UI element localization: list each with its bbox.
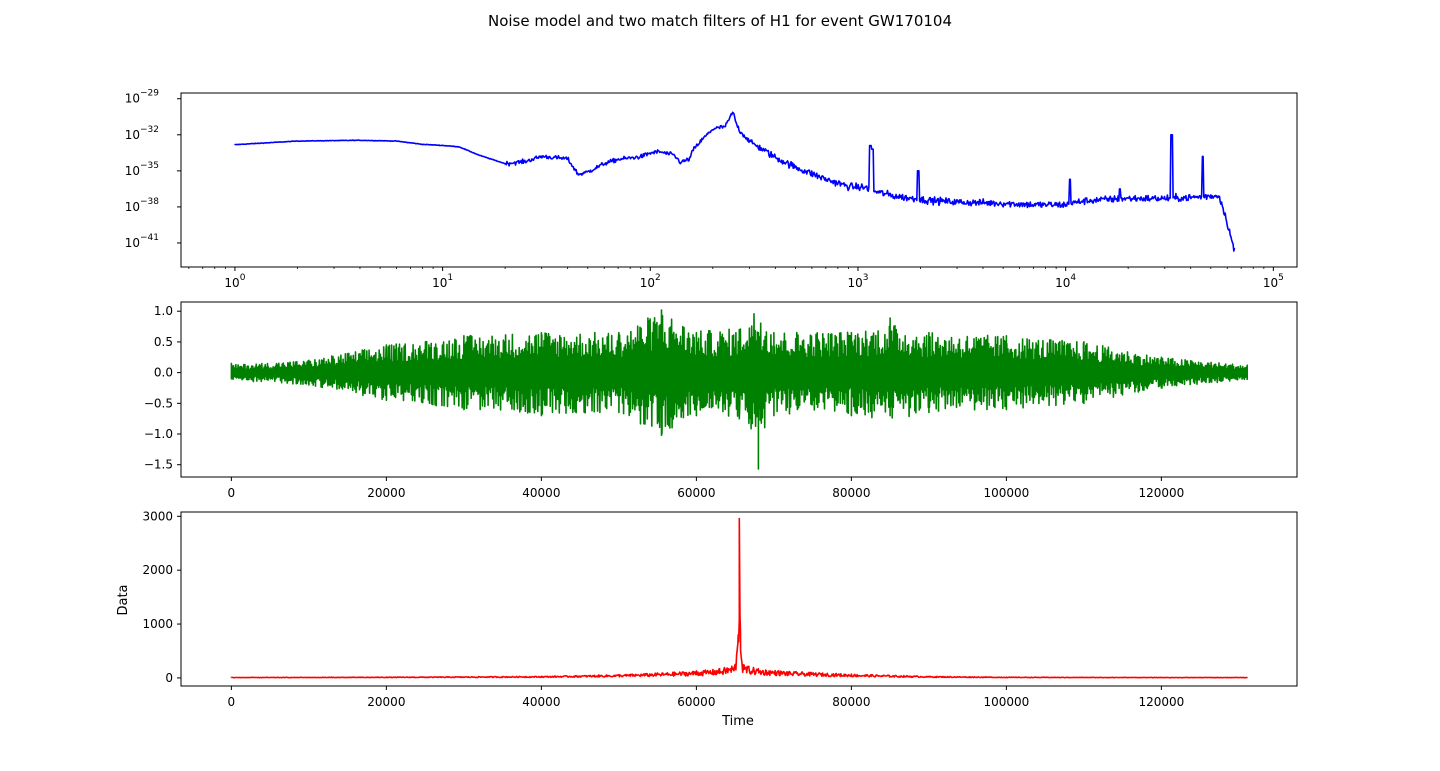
x-tick-label: 100000: [983, 695, 1029, 709]
noise-psd-panel: 100 101 102 103 104 105 10−2910−3210−3510−381…: [125, 89, 1298, 290]
x-tick-label: 80000: [832, 695, 870, 709]
x-tick-label: 120000: [1138, 695, 1184, 709]
x-tick-label: 60000: [677, 695, 715, 709]
x-tick-label: 101: [432, 273, 453, 290]
y-tick-label: 1000: [142, 617, 173, 631]
y-tick-label: 10−32: [125, 125, 159, 142]
noise-psd-y-axis: 10−29 10−32 10−35 10−38 10−41: [125, 89, 181, 250]
y-tick-label: 0: [165, 671, 173, 685]
y-tick-label: −1.0: [144, 427, 173, 441]
y-tick-label: 10−29: [125, 89, 160, 106]
noise-psd-x-axis: 100 101 102 103 104 105: [188, 267, 1284, 290]
match-filter-1-x-axis: 0 20000 40000 60000 80000 100000 120000: [228, 477, 1184, 500]
figure-title: Noise model and two match filters of H1 …: [488, 12, 952, 30]
x-tick-label: 0: [228, 695, 236, 709]
match-filter-2-frame: [180, 511, 1298, 687]
x-tick-label: 104: [1055, 273, 1076, 290]
y-tick-label: 10−38: [125, 197, 160, 214]
match-filter-2-y-axis: 3000 2000 1000 0: [142, 509, 181, 685]
x-tick-label: 60000: [677, 486, 715, 500]
x-tick-label: 20000: [367, 486, 405, 500]
y-tick-label: 10−35: [125, 161, 159, 178]
x-tick-label: 102: [640, 273, 661, 290]
x-tick-label: 120000: [1138, 486, 1184, 500]
y-tick-label: 3000: [142, 509, 173, 523]
match-filter-2-lines: [230, 517, 1248, 679]
noise-psd-lines: [234, 111, 1236, 252]
x-tick-label: 100: [224, 273, 245, 290]
y-tick-label: 0.5: [154, 335, 173, 349]
x-tick-label: 100000: [983, 486, 1029, 500]
match-filter-2-xlabel: Time: [721, 714, 754, 729]
match-filter-2-panel: 0 20000 40000 60000 80000 100000 120000 300020…: [116, 509, 1298, 729]
match-filter-1-panel: 0 20000 40000 60000 80000 100000 120000 1.0 0.5…: [144, 301, 1298, 500]
x-tick-label: 40000: [522, 486, 560, 500]
y-tick-label: 10−41: [125, 233, 159, 250]
match-filter-2-x-axis: 0 20000 40000 60000 80000 100000 120000: [228, 686, 1184, 709]
x-tick-label: 105: [1263, 273, 1284, 290]
y-tick-label: 2000: [142, 563, 173, 577]
y-tick-label: 1.0: [154, 304, 173, 318]
x-tick-label: 0: [228, 486, 236, 500]
match-filter-1-frame: [180, 301, 1298, 478]
x-tick-label: 40000: [522, 695, 560, 709]
match-filter-1-y-axis: 1.0 0.5 0.0 −0.5 −1.0 −1.5: [144, 304, 181, 472]
noise-psd-frame: [180, 92, 1298, 268]
y-tick-label: −0.5: [144, 396, 173, 410]
y-tick-label: −1.5: [144, 458, 173, 472]
match-filter-2-ylabel: Data: [116, 584, 131, 615]
match-filter-2-series-line: [230, 517, 1248, 679]
x-tick-label: 80000: [832, 486, 870, 500]
y-tick-label: 0.0: [154, 366, 173, 380]
noise-psd-series-line: [234, 111, 1236, 252]
x-tick-label: 20000: [367, 695, 405, 709]
match-filter-1-lines: [230, 309, 1248, 470]
match-filter-1-series-line: [230, 309, 1248, 470]
x-tick-label: 103: [847, 273, 868, 290]
